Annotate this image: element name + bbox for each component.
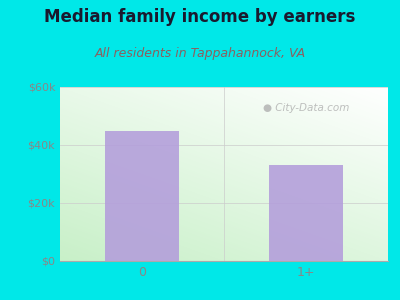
Text: All residents in Tappahannock, VA: All residents in Tappahannock, VA (94, 46, 306, 59)
Bar (269, 165, 343, 261)
Text: ● City-Data.com: ● City-Data.com (263, 103, 350, 113)
Bar (105, 130, 179, 261)
Text: Median family income by earners: Median family income by earners (44, 8, 356, 26)
